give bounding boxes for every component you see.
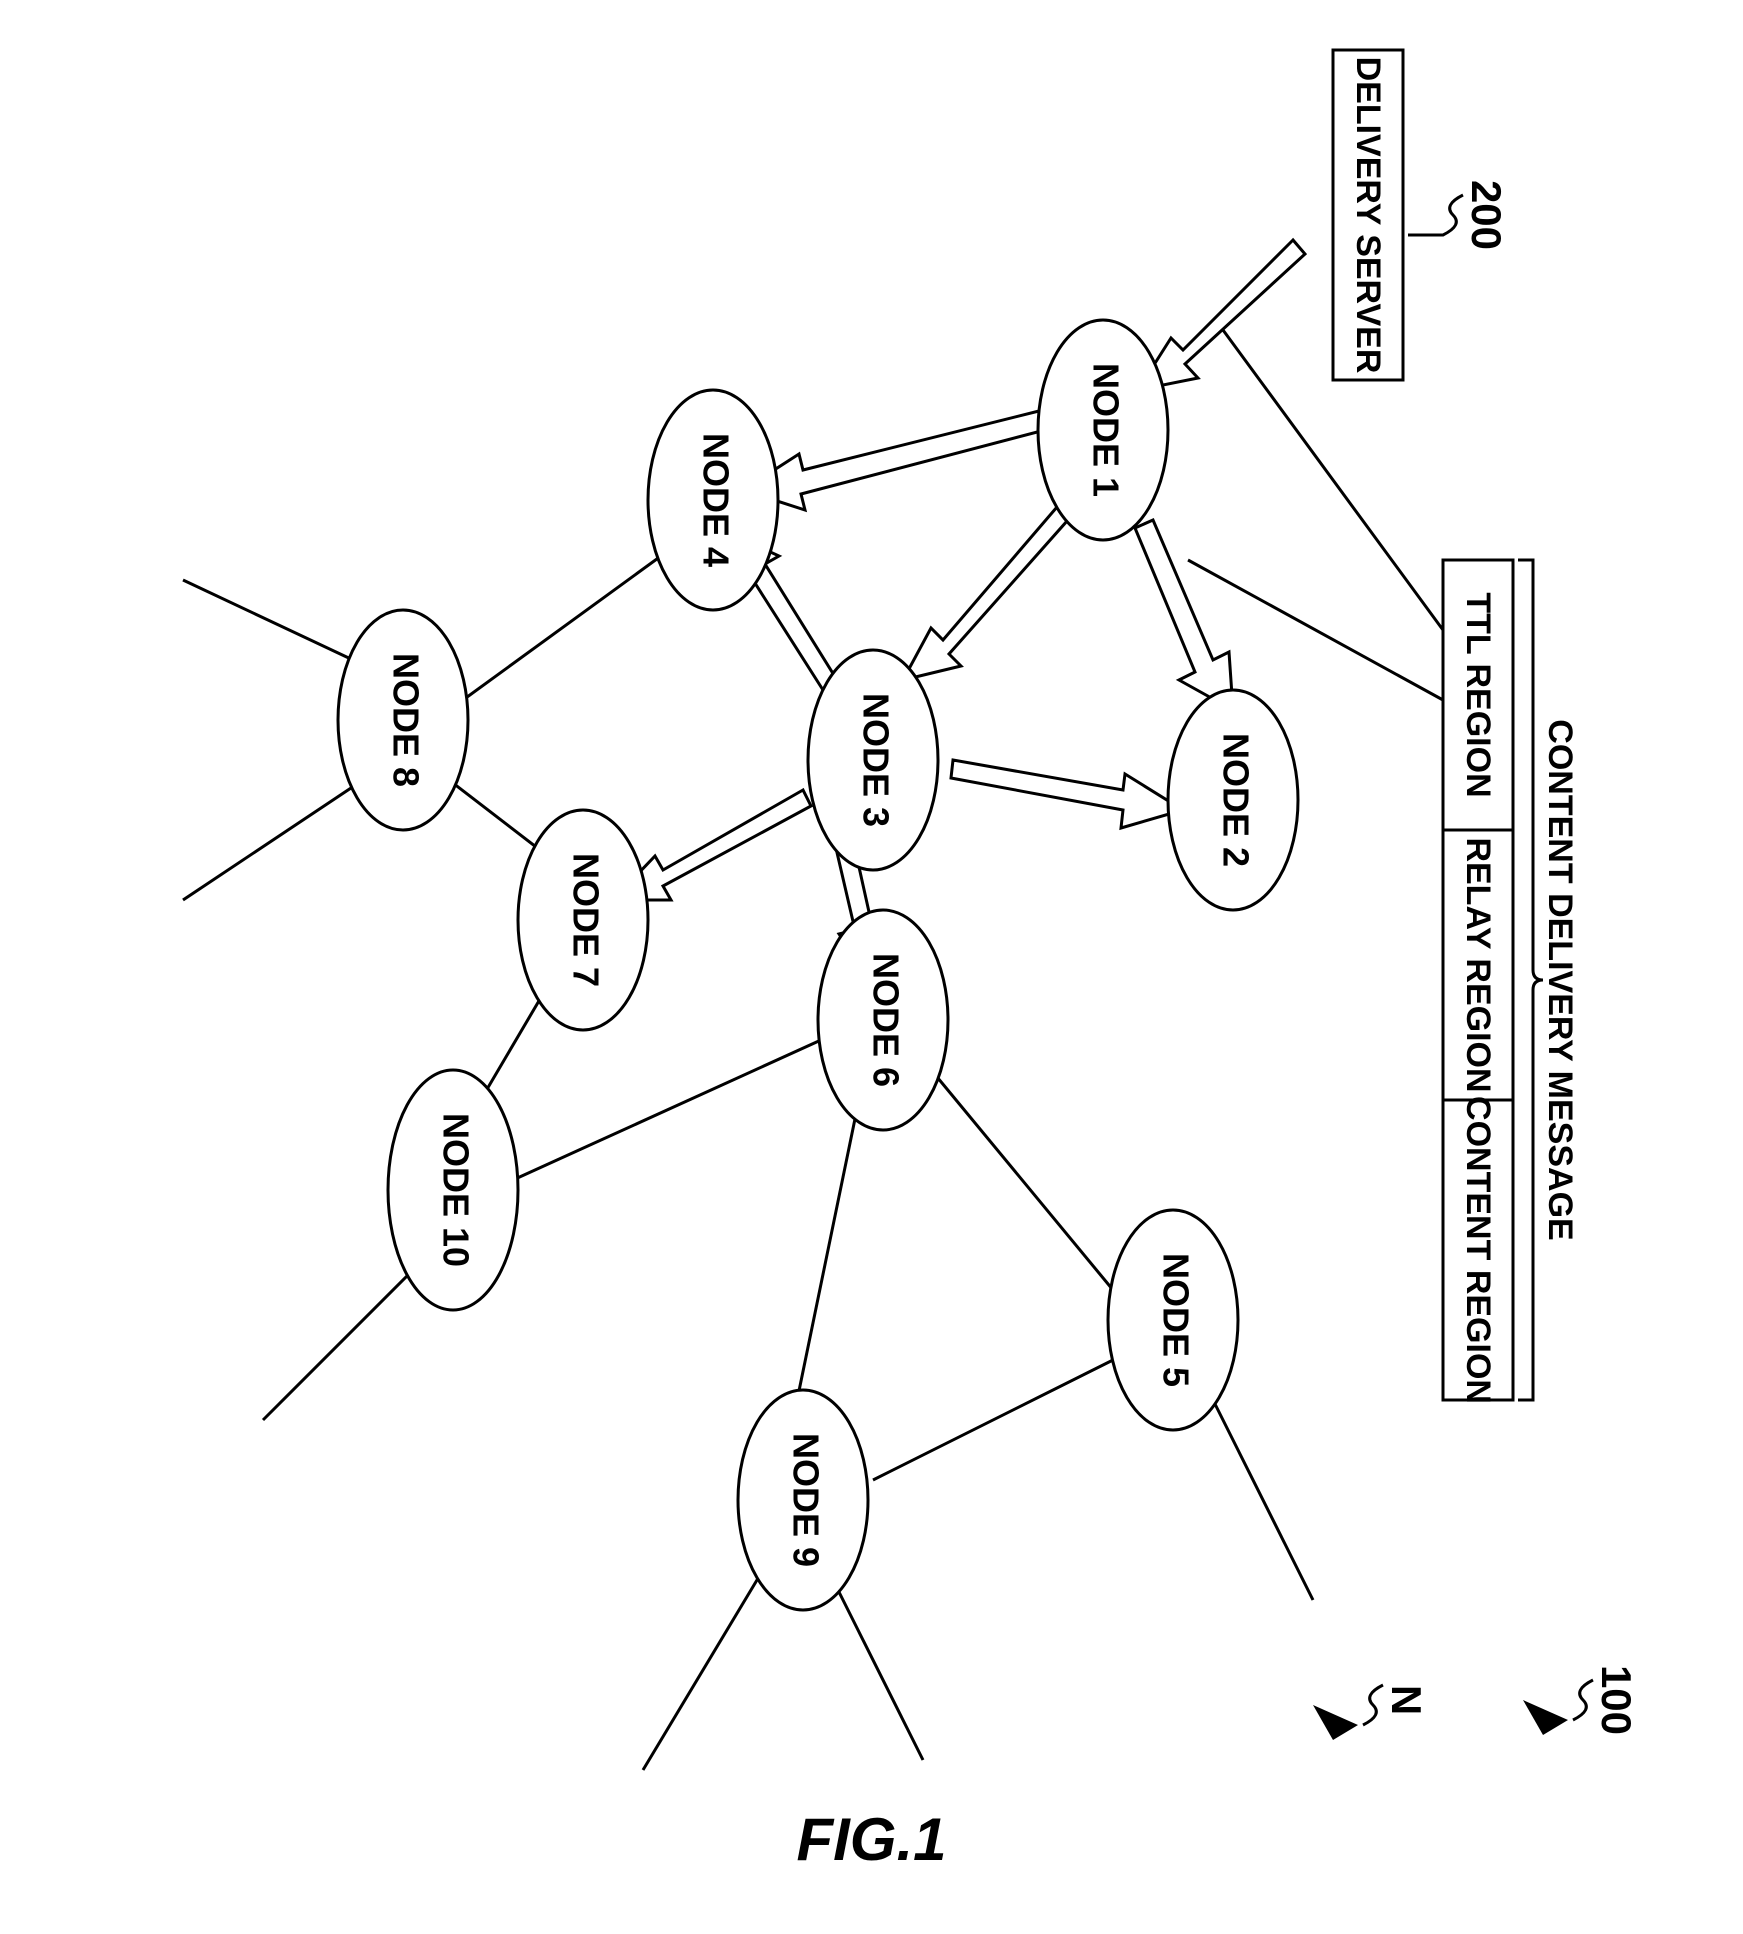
node-7: NODE 7 xyxy=(518,810,648,1030)
content-region-label: CONTENT REGION xyxy=(1459,1096,1497,1404)
node-6: NODE 6 xyxy=(818,910,948,1130)
svg-text:NODE 10: NODE 10 xyxy=(435,1113,476,1267)
node-9: NODE 9 xyxy=(738,1390,868,1610)
node-5: NODE 5 xyxy=(1108,1210,1238,1430)
server-label: DELIVERY SERVER xyxy=(1349,57,1387,374)
svg-text:NODE 8: NODE 8 xyxy=(385,653,426,787)
svg-text:NODE 1: NODE 1 xyxy=(1085,363,1126,497)
svg-text:NODE 6: NODE 6 xyxy=(865,953,906,1087)
rotated-canvas: DELIVERY SERVER 200 CONTENT DELIVERY MES… xyxy=(0,0,1743,1743)
network-ref-label: N xyxy=(1383,1685,1430,1715)
svg-text:NODE 9: NODE 9 xyxy=(785,1433,826,1567)
svg-text:NODE 5: NODE 5 xyxy=(1155,1253,1196,1387)
figure-label: FIG.1 xyxy=(796,1805,946,1874)
node-1: NODE 1 xyxy=(1038,320,1168,540)
svg-text:NODE 3: NODE 3 xyxy=(855,693,896,827)
diagram-svg: DELIVERY SERVER 200 CONTENT DELIVERY MES… xyxy=(0,0,1743,1934)
node-2: NODE 2 xyxy=(1168,690,1298,910)
nodes: NODE 1 NODE 2 NODE 3 NODE 4 NODE 5 NODE … xyxy=(338,320,1298,1610)
svg-text:NODE 4: NODE 4 xyxy=(695,433,736,567)
svg-text:NODE 7: NODE 7 xyxy=(565,853,606,987)
relay-region-label: RELAY REGION xyxy=(1459,837,1497,1092)
message-title: CONTENT DELIVERY MESSAGE xyxy=(1541,719,1579,1240)
server-ref: 200 xyxy=(1463,180,1510,250)
system-ref-label: 100 xyxy=(1593,1665,1640,1735)
node-8: NODE 8 xyxy=(338,610,468,830)
node-4: NODE 4 xyxy=(648,390,778,610)
ttl-region-label: TTL REGION xyxy=(1459,592,1497,797)
node-10: NODE 10 xyxy=(388,1070,518,1310)
delivery-server: DELIVERY SERVER 200 xyxy=(1333,50,1510,380)
node-3: NODE 3 xyxy=(808,650,938,870)
svg-text:NODE 2: NODE 2 xyxy=(1215,733,1256,867)
network-ref-n: N xyxy=(1313,1685,1430,1740)
system-ref-100: 100 xyxy=(1523,1665,1640,1735)
